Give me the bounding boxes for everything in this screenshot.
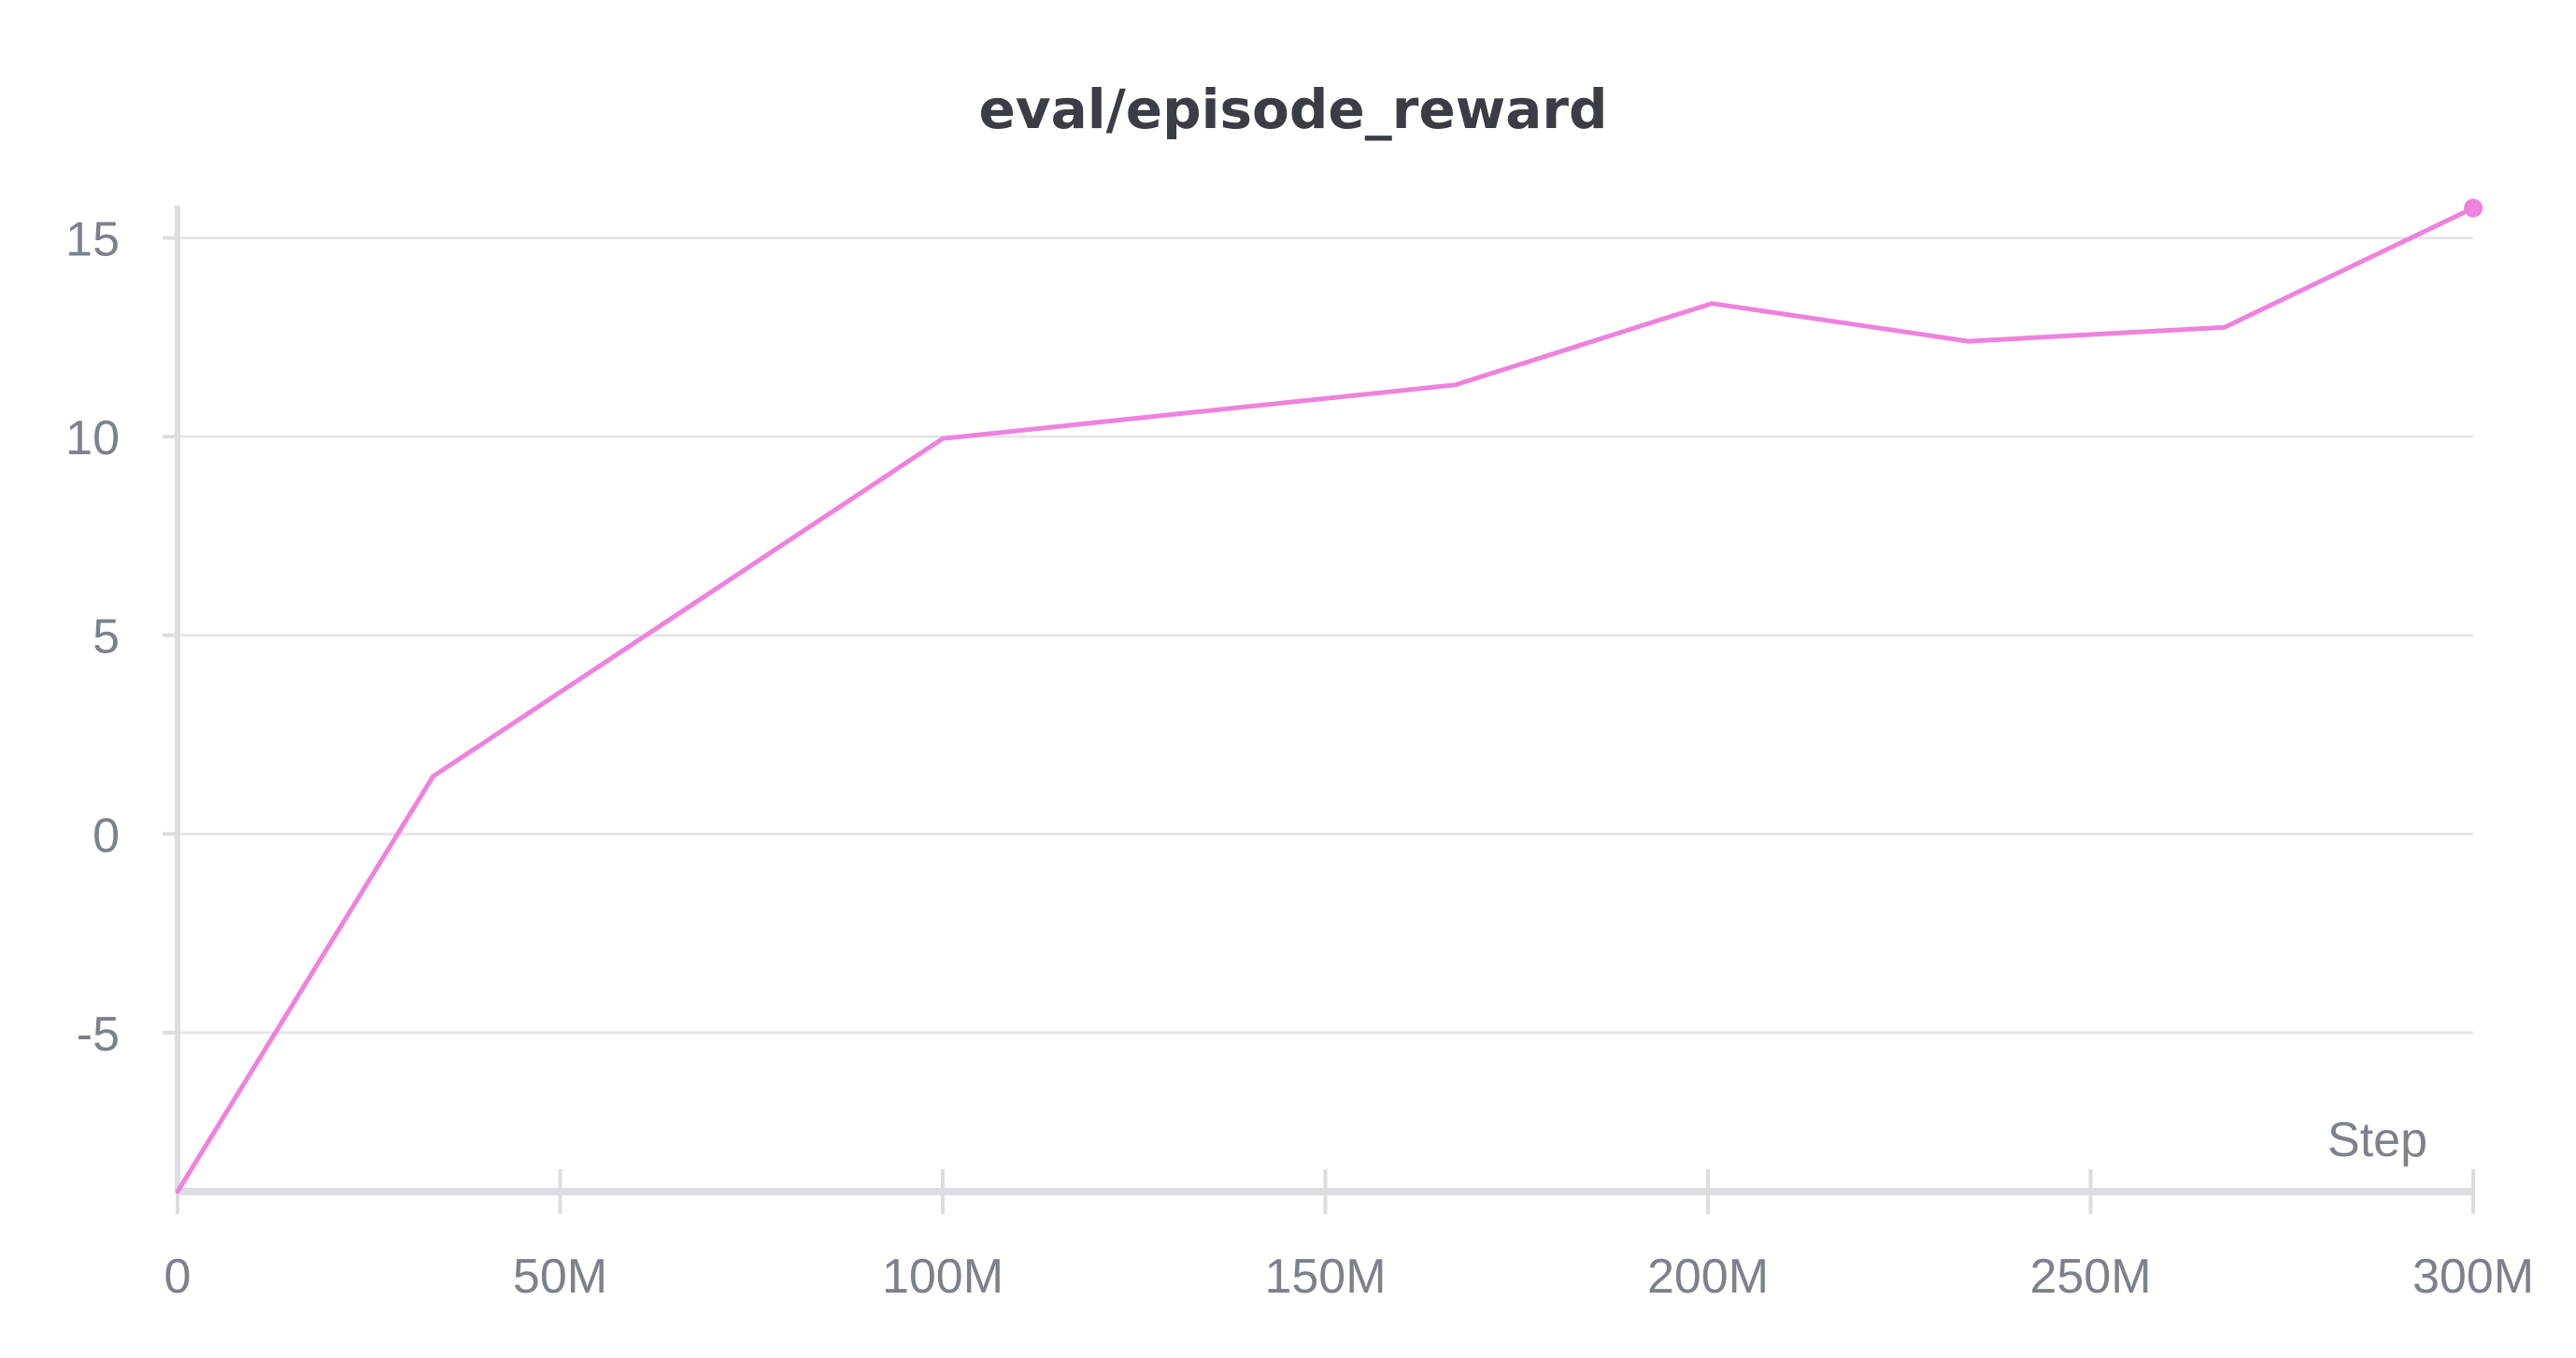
series-layer [175, 198, 2483, 1194]
y-tick-label: 0 [93, 808, 120, 863]
x-tick-label: 300M [2412, 1250, 2534, 1304]
x-tick-label: 250M [2029, 1250, 2151, 1304]
x-tick-label: 150M [1264, 1250, 1386, 1304]
axes [163, 206, 2475, 1214]
chart-title: eval/episode_reward [978, 78, 1607, 141]
gridlines [178, 236, 2473, 1035]
x-tick-label: 50M [513, 1250, 607, 1304]
x-tick-label: 100M [882, 1250, 1003, 1304]
labels: eval/episode_reward Step 15 10 5 0 -5 0 50M 100… [65, 78, 2534, 1304]
x-tick-label: 0 [164, 1250, 192, 1304]
y-tick-label: 15 [65, 213, 120, 267]
y-tick-label: 5 [93, 610, 120, 665]
y-tick-label: 10 [65, 411, 120, 465]
x-tick-label: 200M [1647, 1250, 1769, 1304]
series-end-point [2464, 198, 2483, 218]
x-axis-title: Step [2327, 1113, 2427, 1167]
series-line [175, 206, 2476, 1194]
y-tick-label: -5 [77, 1008, 120, 1062]
